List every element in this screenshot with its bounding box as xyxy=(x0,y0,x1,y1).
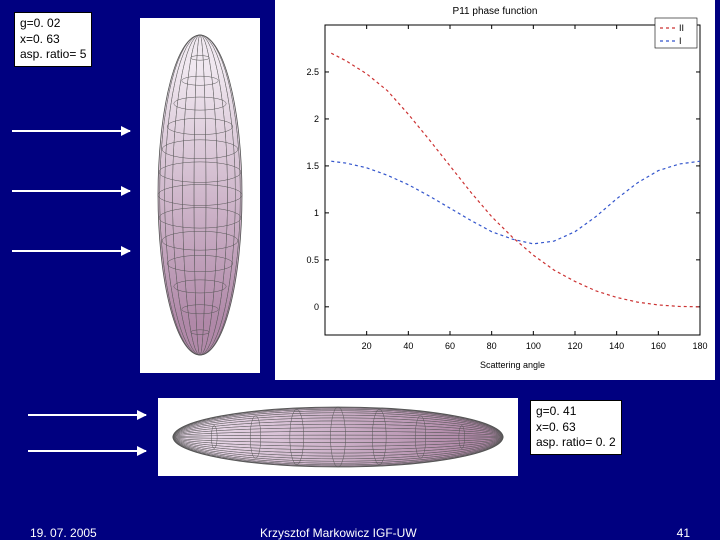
svg-text:120: 120 xyxy=(567,341,582,351)
ellipsoid-vertical xyxy=(140,18,260,373)
svg-text:2: 2 xyxy=(314,114,319,124)
svg-text:Scattering angle: Scattering angle xyxy=(480,360,545,370)
params-top: g=0. 02 x=0. 63 asp. ratio= 5 xyxy=(14,12,92,67)
ellipsoid-horizontal xyxy=(158,398,518,476)
arrow xyxy=(28,450,146,452)
svg-text:160: 160 xyxy=(651,341,666,351)
svg-text:60: 60 xyxy=(445,341,455,351)
svg-text:20: 20 xyxy=(362,341,372,351)
svg-text:1: 1 xyxy=(314,208,319,218)
svg-text:40: 40 xyxy=(403,341,413,351)
param-line: asp. ratio= 5 xyxy=(20,47,86,63)
params-right: g=0. 41 x=0. 63 asp. ratio= 0. 2 xyxy=(530,400,622,455)
footer-page: 41 xyxy=(677,526,690,540)
svg-text:140: 140 xyxy=(609,341,624,351)
svg-text:80: 80 xyxy=(487,341,497,351)
arrow xyxy=(28,414,146,416)
svg-text:2.5: 2.5 xyxy=(306,67,319,77)
svg-text:II: II xyxy=(679,23,684,33)
svg-text:0.5: 0.5 xyxy=(306,255,319,265)
param-line: g=0. 02 xyxy=(20,16,86,32)
svg-text:I: I xyxy=(679,36,682,46)
footer-date: 19. 07. 2005 xyxy=(30,526,97,540)
arrow xyxy=(12,250,130,252)
param-line: asp. ratio= 0. 2 xyxy=(536,435,616,451)
svg-text:1.5: 1.5 xyxy=(306,161,319,171)
svg-text:180: 180 xyxy=(692,341,707,351)
footer-author: Krzysztof Markowicz IGF-UW xyxy=(260,526,417,540)
param-line: x=0. 63 xyxy=(20,32,86,48)
arrow xyxy=(12,190,130,192)
phase-function-chart: P11 phase function2040608010012014016018… xyxy=(275,0,715,380)
svg-text:0: 0 xyxy=(314,302,319,312)
svg-text:100: 100 xyxy=(526,341,541,351)
param-line: g=0. 41 xyxy=(536,404,616,420)
param-line: x=0. 63 xyxy=(536,420,616,436)
svg-text:P11 phase function: P11 phase function xyxy=(453,6,538,17)
arrow xyxy=(12,130,130,132)
